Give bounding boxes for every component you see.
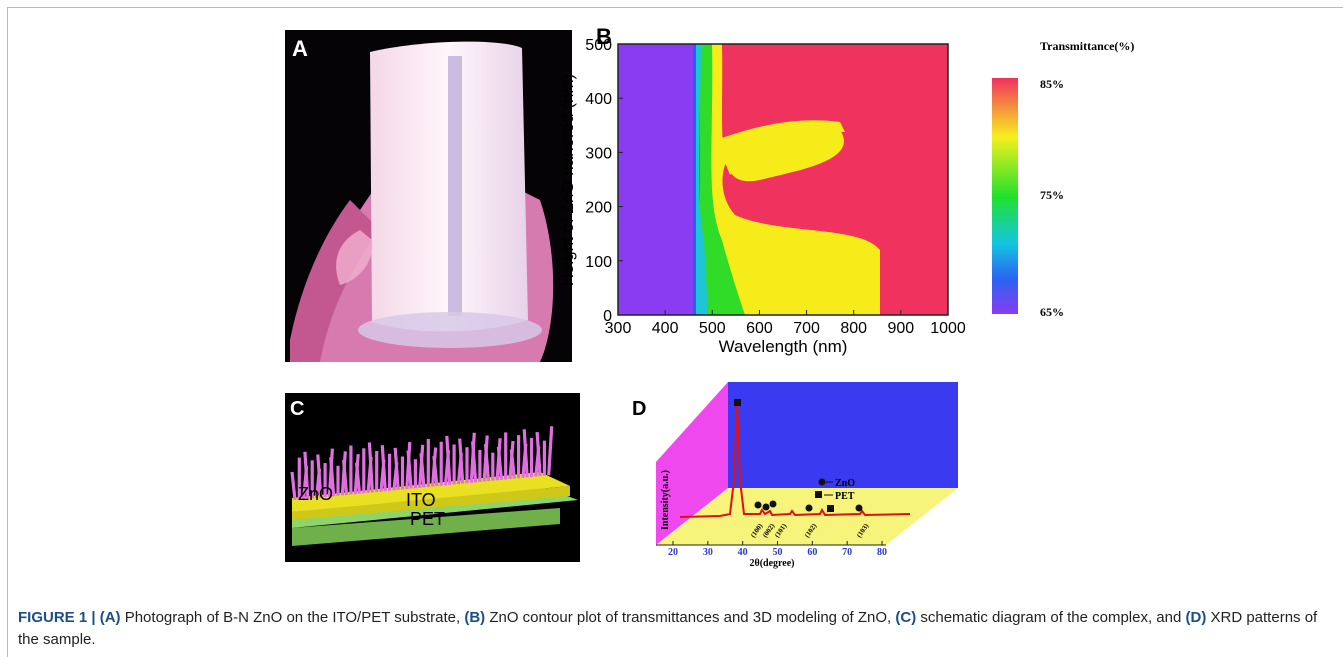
x-tick-label: 30 <box>703 547 713 558</box>
legend-label: ZnO <box>835 478 855 489</box>
y-tick-label: 300 <box>585 145 612 162</box>
legend-label: PET <box>835 491 855 502</box>
figure: A 300 400 500 600 700 800 900 1000 0 100 200 300 400… <box>285 24 1134 569</box>
x-tick-label: 500 <box>699 320 726 337</box>
caption-segment: (B) <box>464 609 486 626</box>
x-tick-label: 900 <box>888 320 915 337</box>
nanorod <box>290 471 297 501</box>
x-tick-label: 80 <box>877 547 887 558</box>
nanorod <box>354 462 362 494</box>
panel-label: C <box>290 398 304 420</box>
y-tick-label: 200 <box>585 200 612 217</box>
x-tick-label: 70 <box>842 547 852 558</box>
nanorod <box>432 455 439 487</box>
nanorod <box>406 450 413 489</box>
x-tick-label: 60 <box>807 547 817 558</box>
nanorod <box>380 445 387 492</box>
panel-label: A <box>292 36 308 61</box>
x-tick-label: 1000 <box>930 320 966 337</box>
colorbar-label: 75% <box>1040 188 1064 202</box>
caption-segment: (D) <box>1185 609 1207 626</box>
nanorod <box>393 447 400 491</box>
panel-label: D <box>632 398 646 420</box>
nanorod <box>329 457 336 497</box>
x-tick-label: 800 <box>840 320 867 337</box>
nanorod <box>535 431 542 477</box>
caption-segment: ZnO contour plot of transmittances and 3… <box>485 609 896 626</box>
colorbar-title: Transmittance(%) <box>1040 39 1134 53</box>
nanorod <box>342 459 349 496</box>
panel-label: B <box>596 24 612 49</box>
panel-a: A <box>285 30 572 362</box>
nanorod <box>316 454 323 498</box>
nanorod <box>471 441 478 483</box>
x-tick-label: 20 <box>668 547 678 558</box>
x-tick-label: 300 <box>605 320 632 337</box>
panel-d: 20 30 40 50 60 70 80 (100)(002)(101) (102) (103)… <box>632 382 958 569</box>
y-tick-label: 500 <box>585 37 612 54</box>
x-axis-label: 2θ(degree) <box>749 558 794 569</box>
colorbar <box>992 78 1018 314</box>
layer-label: ITO <box>406 490 436 510</box>
caption-segment: Photograph of B-N ZnO on the ITO/PET sub… <box>120 609 465 626</box>
colorbar-label: 85% <box>1040 77 1064 91</box>
nanorod <box>522 429 529 478</box>
nanorod <box>509 449 516 479</box>
caption-segment: (C) <box>895 609 917 626</box>
colorbar-label: 65% <box>1040 305 1064 319</box>
figure-frame <box>7 7 1343 657</box>
y-tick-label: 100 <box>585 254 612 271</box>
nanorod <box>367 442 374 493</box>
panel-c: C ZnO ITO PET <box>285 393 580 562</box>
layer-label: ZnO <box>298 484 333 504</box>
layer-label: PET <box>410 509 445 529</box>
nanorod <box>303 451 310 499</box>
y-axis-label: Intensity(a.u.) <box>660 470 671 530</box>
y-tick-label: 400 <box>585 91 612 108</box>
y-tick-label: 0 <box>603 308 612 325</box>
x-tick-label: 40 <box>738 547 748 558</box>
nanorod <box>496 446 503 480</box>
panel-b: 300 400 500 600 700 800 900 1000 0 100 200 300 400 50… <box>558 24 1134 356</box>
x-tick-label: 400 <box>652 320 679 337</box>
x-tick-label: 600 <box>746 320 773 337</box>
nanorod <box>445 435 452 485</box>
x-axis-label: Wavelength (nm) <box>719 337 848 356</box>
caption-segment: XRD patterns of the sample. <box>18 609 1318 648</box>
y-axis-label: Height of ZnO nanorod (nm) <box>558 74 577 287</box>
x-tick-label: 700 <box>793 320 820 337</box>
caption: FIGURE 1 | (A) Photograph of B-N ZnO on … <box>18 607 1318 651</box>
caption-segment: schematic diagram of the complex, and <box>916 609 1186 626</box>
nanorod <box>419 453 426 488</box>
nanorod <box>483 443 491 482</box>
nanorod <box>547 426 554 476</box>
caption-segment: FIGURE 1 | (A) <box>18 609 121 626</box>
nanorod <box>458 438 465 484</box>
x-tick-label: 50 <box>773 547 783 558</box>
